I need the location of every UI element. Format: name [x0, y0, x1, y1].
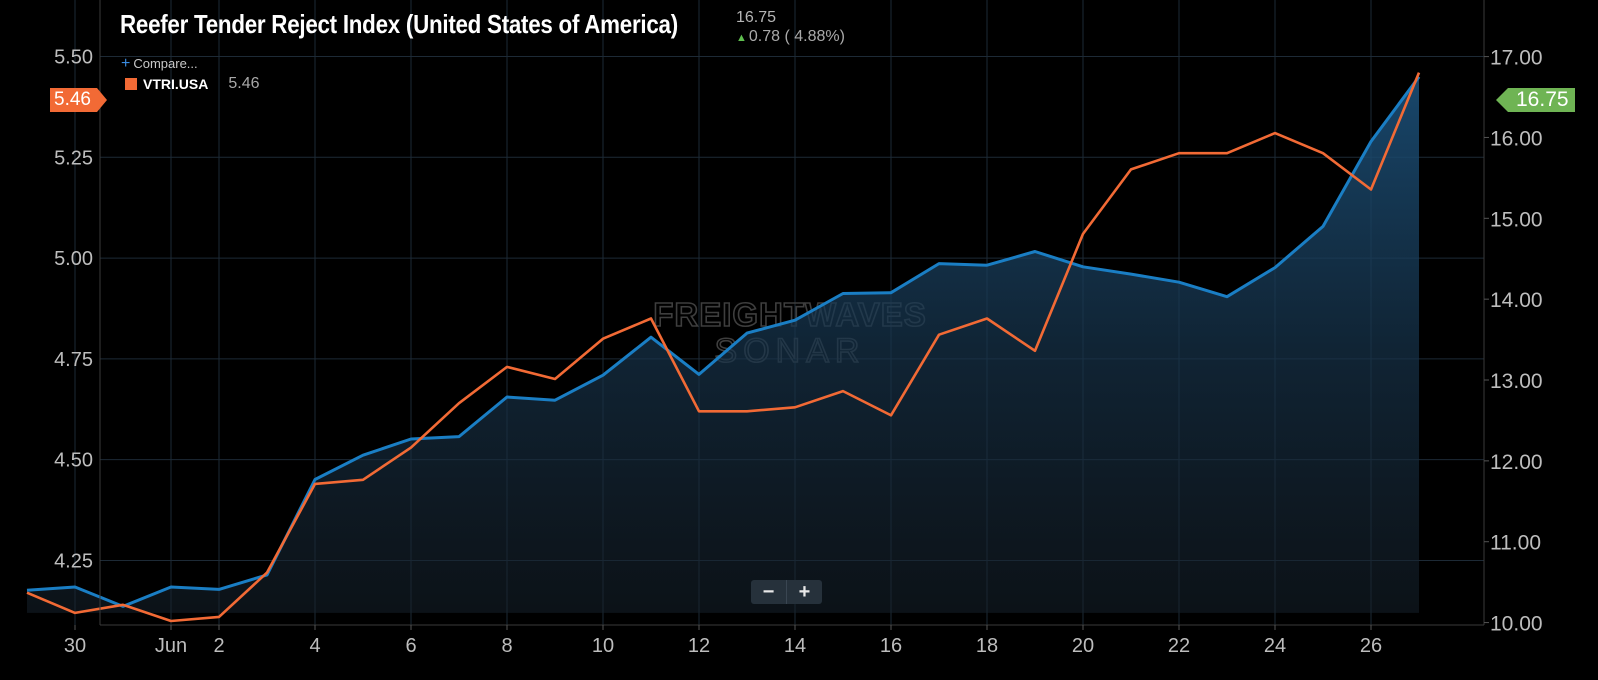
chart-title: Reefer Tender Reject Index (United State…	[120, 9, 678, 39]
zoom-in-button[interactable]: +	[798, 580, 811, 603]
right-tick-label: 12.00	[1490, 451, 1543, 474]
x-tick-label: 26	[1360, 635, 1382, 657]
right-tick-label: 11.00	[1490, 532, 1541, 555]
left-tick-label: 4.25	[54, 550, 93, 572]
x-axis-ticks: 30 Jun 2 4 6 8 10 12 14 16 18 20 22 24 26	[64, 625, 1382, 657]
left-tick-label: 4.50	[54, 450, 93, 472]
left-tick-label: 4.75	[54, 349, 93, 371]
right-tick-label: 16.00	[1490, 127, 1543, 150]
left-tick-label: 5.50	[54, 46, 93, 68]
x-tick-label: 14	[784, 635, 806, 657]
right-tick-label: 15.00	[1490, 208, 1543, 231]
last-value: 16.75	[736, 9, 777, 26]
legend-series-value: 5.46	[228, 75, 260, 92]
series-line-vtri-usa	[26, 72, 1421, 623]
x-tick-label: 22	[1168, 635, 1190, 657]
x-tick-label: 24	[1264, 635, 1286, 657]
x-tick-label: 2	[213, 635, 224, 657]
right-tick-label: 14.00	[1490, 289, 1543, 312]
change-row: ▲ 0.78 ( 4.88%)	[736, 27, 845, 48]
legend-series-name[interactable]: VTRI.USA	[143, 76, 209, 92]
area-series	[26, 75, 1421, 613]
quote-box: 16.75 ▲ 0.78 ( 4.88%)	[736, 8, 845, 48]
right-tick-label: 17.00	[1490, 47, 1543, 70]
left-axis-ticks: 5.50 5.25 5.00 4.75 4.50 4.25	[54, 46, 93, 572]
x-tick-label: 8	[501, 635, 512, 657]
left-tick-label: 5.25	[54, 147, 93, 169]
zoom-controls: − +	[751, 580, 822, 604]
x-tick-label: 16	[880, 635, 902, 657]
right-tick-label: 13.00	[1490, 370, 1543, 393]
right-axis-current-value-tag: 16.75	[1496, 88, 1575, 112]
zoom-out-button[interactable]: −	[762, 580, 775, 603]
right-axis-ticks: 17.00 16.00 15.00 14.00 13.00 12.00 11.00 10.00	[1484, 47, 1543, 636]
right-tick-label: 10.00	[1490, 613, 1543, 636]
x-tick-label: 4	[309, 635, 320, 657]
x-tick-label: 10	[592, 635, 614, 657]
change-value: 0.78 ( 4.88%)	[748, 28, 845, 45]
area-series-line	[26, 75, 1421, 608]
legend: VTRI.USA 5.46	[125, 75, 259, 93]
legend-swatch	[125, 78, 137, 90]
plus-icon: +	[121, 55, 131, 72]
compare-label: Compare...	[133, 56, 198, 71]
area-fill	[27, 76, 1419, 613]
x-tick-label: 6	[405, 635, 416, 657]
chart-header: Reefer Tender Reject Index (United State…	[120, 9, 769, 40]
left-tick-label: 5.00	[54, 248, 93, 270]
x-tick-label: 30	[64, 635, 86, 657]
compare-button[interactable]: + Compare...	[121, 55, 198, 73]
x-tick-label: Jun	[155, 635, 187, 657]
zoom-divider	[786, 580, 787, 604]
line-series	[26, 72, 1421, 623]
x-tick-label: 18	[976, 635, 998, 657]
x-tick-label: 20	[1072, 635, 1094, 657]
x-tick-label: 12	[688, 635, 710, 657]
left-axis-current-value-tag: 5.46	[50, 88, 107, 112]
up-arrow-icon: ▲	[736, 32, 747, 44]
